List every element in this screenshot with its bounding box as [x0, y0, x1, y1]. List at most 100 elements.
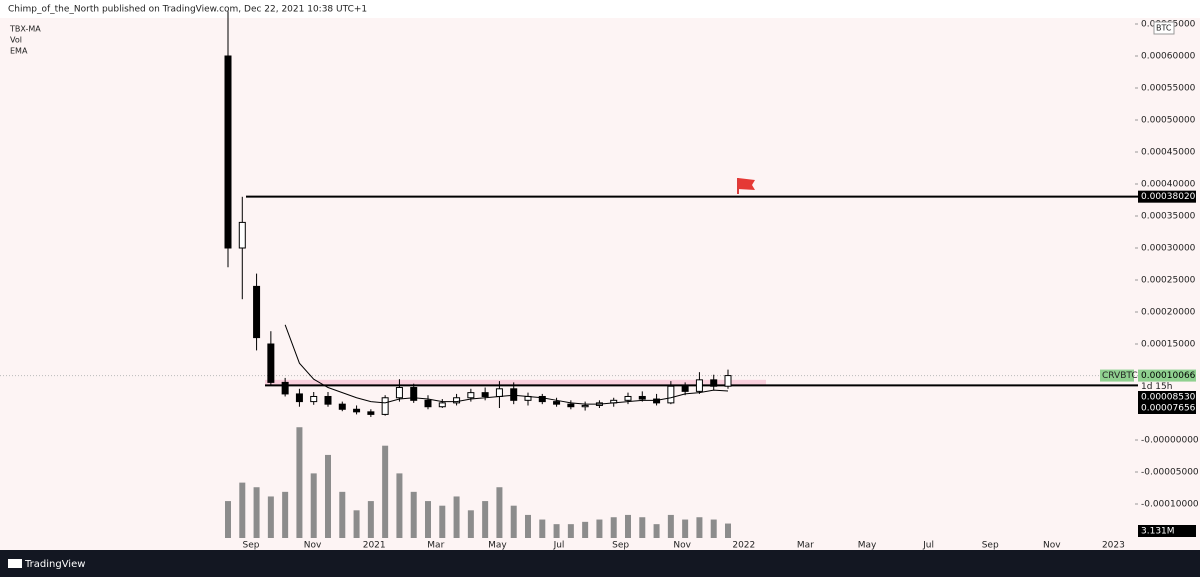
volume-bar: [725, 523, 731, 538]
y-tick-label: 0.00055000: [1141, 84, 1196, 94]
volume-bar: [553, 524, 560, 538]
candle-body: [567, 403, 575, 408]
y-tick-label: -0.00005000: [1141, 468, 1199, 478]
x-tick-label: Sep: [612, 541, 629, 551]
candle-body: [638, 395, 646, 400]
volume-bar: [482, 501, 489, 538]
volume-bar: [510, 505, 517, 538]
candle-body: [267, 343, 275, 383]
x-tick-label: Jul: [922, 541, 934, 551]
ema-label: 0.00007656: [1141, 404, 1196, 414]
y-tick-label: 0.00035000: [1141, 212, 1196, 222]
ema-label-box: [1138, 402, 1196, 414]
volume-bar: [239, 482, 246, 538]
footer-bar: [0, 550, 1200, 577]
candle-body: [324, 395, 332, 405]
header-text: Chimp_of_the_North published on TradingV…: [8, 5, 367, 15]
level-label-box: [1138, 391, 1196, 403]
volume-bar: [225, 501, 231, 538]
volume-bar: [253, 487, 260, 538]
candle-body: [253, 285, 261, 339]
volume-bar: [625, 514, 631, 538]
x-tick-label: May: [488, 541, 507, 551]
header-bar: [0, 0, 1200, 18]
volume-bar: [439, 505, 446, 538]
candle-body: [624, 395, 632, 401]
candle-body: [695, 379, 703, 392]
x-tick-label: 2021: [363, 541, 386, 551]
candle-body: [410, 387, 418, 401]
candle-body: [338, 403, 346, 410]
volume-bar: [653, 524, 660, 538]
volume-bar: [696, 517, 703, 538]
last-price-label-box: [1138, 369, 1196, 382]
candle-body: [538, 395, 546, 403]
x-tick-label: Mar: [797, 541, 814, 551]
level-label: 0.00038020: [1141, 192, 1196, 202]
candle-body: [424, 399, 432, 408]
volume-bar: [496, 487, 503, 538]
legend-item: Vol: [10, 36, 22, 45]
x-tick-label: Jul: [553, 541, 565, 551]
x-tick-label: 2023: [1102, 541, 1125, 551]
x-tick-label: Nov: [673, 541, 691, 551]
volume-label: 3.131M: [1141, 527, 1175, 537]
level-label-box: [1138, 190, 1196, 203]
x-tick-label: Nov: [304, 541, 322, 551]
volume-bar: [453, 496, 460, 538]
volume-bar: [639, 517, 646, 538]
volume-bar: [467, 510, 474, 538]
logo-icon: [8, 559, 22, 568]
volume-bar: [339, 491, 346, 538]
x-tick-label: 2022: [732, 541, 755, 551]
volume-bar: [310, 473, 317, 538]
legend-item: TBX-MA: [9, 25, 41, 34]
volume-bar: [267, 496, 274, 538]
y-tick-label: 0.00025000: [1141, 276, 1196, 286]
zone: [265, 379, 766, 386]
y-tick-label: 0.00040000: [1141, 180, 1196, 190]
candle-body: [481, 392, 489, 397]
volume-bar: [325, 454, 331, 538]
volume-bar: [539, 519, 546, 538]
candle-body: [395, 387, 403, 399]
volume-bar: [425, 501, 431, 538]
candle-body: [367, 411, 375, 415]
y-tick-label: -0.00000000: [1141, 436, 1199, 446]
candle-body: [438, 402, 446, 408]
candle-body: [295, 393, 303, 403]
candle-body: [710, 379, 718, 387]
volume-bar: [353, 510, 360, 538]
candle-body: [353, 408, 361, 413]
volume-bar: [667, 514, 674, 538]
candle-body: [310, 395, 318, 403]
volume-bar: [610, 517, 617, 538]
candle-body: [653, 398, 661, 404]
x-tick-label: May: [858, 541, 877, 551]
x-tick-label: Mar: [427, 541, 444, 551]
candle-body: [553, 401, 561, 405]
volume-bar: [525, 514, 531, 538]
volume-bar: [596, 519, 603, 538]
flag-icon: [737, 178, 755, 194]
symbol-tag: [1100, 369, 1134, 382]
volume-bar: [282, 491, 289, 538]
volume-bar: [582, 521, 589, 538]
y-tick-label: 0.00045000: [1141, 148, 1196, 158]
volume-bar: [710, 519, 717, 538]
candle-body: [238, 221, 246, 249]
volume-bar: [382, 445, 389, 538]
volume-bar: [410, 491, 417, 538]
volume-bar: [367, 501, 374, 538]
candle-body: [510, 388, 518, 401]
legend-item: EMA: [10, 47, 28, 56]
last-price-label: 0.00010066: [1141, 371, 1196, 381]
candle-body: [381, 397, 389, 415]
ema-line: [284, 324, 729, 405]
candle-body: [495, 388, 503, 397]
candle-body: [581, 404, 589, 408]
candle-body: [681, 385, 689, 392]
candle-body: [281, 381, 289, 395]
candle-body: [453, 397, 461, 404]
